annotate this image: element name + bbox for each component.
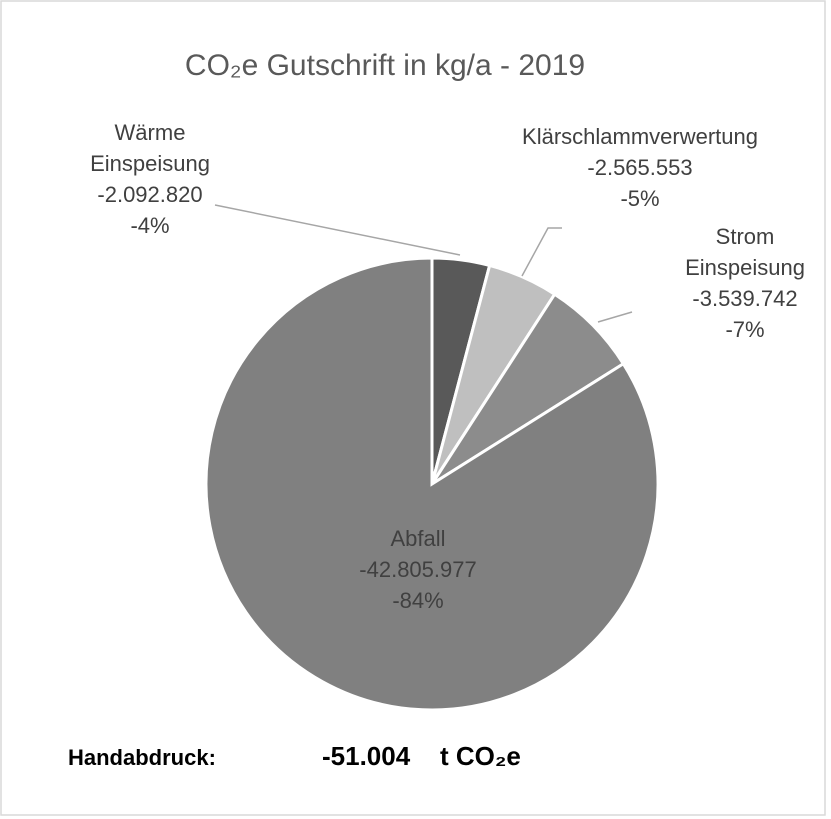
chart-title: CO₂e Gutschrift in kg/a - 2019 <box>185 49 585 82</box>
category-line: Klärschlammverwertung <box>522 124 758 149</box>
data-label: Klärschlammverwertung -2.565.553 -5% <box>522 124 758 211</box>
slice-value: -2.565.553 <box>587 155 692 180</box>
slice-percent: -4% <box>130 213 169 238</box>
slice-category: Klärschlammverwertung <box>522 124 758 149</box>
data-label: Strom Einspeisung -3.539.742 -7% <box>685 224 805 342</box>
category-line: Wärme <box>115 120 186 145</box>
data-label: Wärme Einspeisung -2.092.820 -4% <box>90 120 210 238</box>
slice-category: Strom Einspeisung <box>685 224 805 280</box>
slice-value: -42.805.977 <box>359 557 476 582</box>
total-unit: t CO₂e <box>440 741 521 771</box>
slice-category: Abfall <box>390 526 445 551</box>
slice-value: -2.092.820 <box>97 182 202 207</box>
slice-percent: -84% <box>392 588 443 613</box>
category-line: Einspeisung <box>685 255 805 280</box>
pie-slice <box>204 256 660 712</box>
slice-value: -3.539.742 <box>692 286 797 311</box>
leader-line <box>597 311 633 323</box>
category-line: Einspeisung <box>90 151 210 176</box>
slice-category: Wärme Einspeisung <box>90 120 210 176</box>
slice-percent: -5% <box>620 186 659 211</box>
leader-line <box>521 227 562 277</box>
total-value: -51.004 <box>322 741 411 771</box>
data-label: Abfall -42.805.977 -84% <box>359 526 476 613</box>
category-line: Abfall <box>390 526 445 551</box>
category-line: Strom <box>716 224 775 249</box>
slice-percent: -7% <box>725 317 764 342</box>
total-label: Handabdruck: <box>68 745 216 770</box>
leader-line <box>214 204 461 256</box>
